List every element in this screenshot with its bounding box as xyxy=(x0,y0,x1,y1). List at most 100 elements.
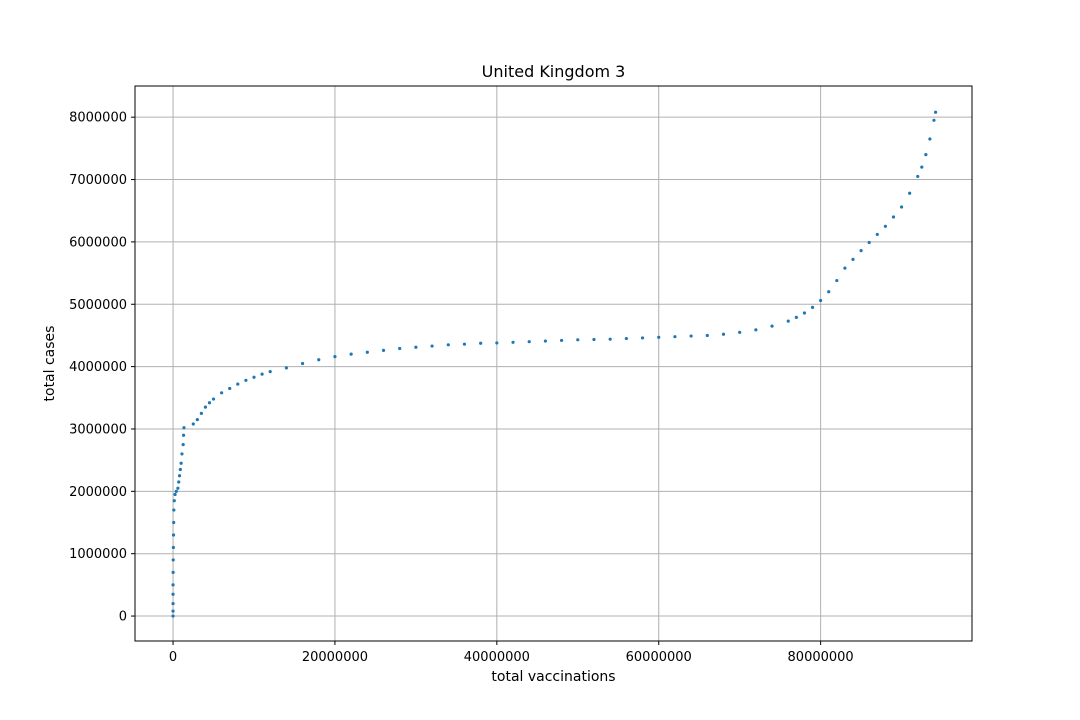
data-point xyxy=(738,330,742,334)
y-tick-label: 8000000 xyxy=(69,111,127,126)
data-point xyxy=(835,278,839,283)
data-point xyxy=(875,232,879,237)
data-point xyxy=(908,191,912,195)
data-point xyxy=(920,165,924,169)
data-point xyxy=(181,433,186,437)
data-point xyxy=(640,336,645,340)
data-point xyxy=(657,335,661,339)
data-point xyxy=(178,467,182,472)
data-point xyxy=(899,205,904,209)
y-axis-title: total cases xyxy=(42,326,58,402)
data-point xyxy=(932,118,936,122)
data-point xyxy=(398,346,402,351)
data-point xyxy=(430,344,434,348)
data-point xyxy=(867,240,871,245)
data-point xyxy=(916,174,920,179)
data-point xyxy=(176,486,180,490)
data-point xyxy=(527,340,531,344)
data-point xyxy=(559,338,564,343)
y-tick-label: 2000000 xyxy=(69,485,127,500)
data-point xyxy=(203,405,208,409)
data-point xyxy=(195,418,199,422)
data-point xyxy=(284,366,288,370)
x-tick-label: 0 xyxy=(169,650,177,665)
data-point xyxy=(171,601,175,606)
data-points xyxy=(171,110,938,618)
data-point xyxy=(171,614,175,618)
data-point xyxy=(228,386,232,391)
data-point xyxy=(794,315,798,319)
data-point xyxy=(786,319,790,323)
data-point xyxy=(705,333,709,338)
data-point xyxy=(182,426,186,430)
data-point xyxy=(171,592,175,596)
data-point xyxy=(843,266,847,270)
data-point xyxy=(827,290,831,294)
data-point xyxy=(365,350,369,354)
data-point xyxy=(933,110,938,114)
data-point xyxy=(177,474,182,478)
data-point xyxy=(207,401,212,405)
data-point xyxy=(174,489,178,493)
data-point xyxy=(608,337,612,341)
plot-frame xyxy=(134,85,973,642)
data-point xyxy=(171,609,175,613)
y-tick-label: 5000000 xyxy=(69,298,127,313)
x-tick-label: 60000000 xyxy=(626,650,692,665)
y-tick-label: 0 xyxy=(119,610,127,625)
chart-title: United Kingdom 3 xyxy=(482,62,626,81)
data-point xyxy=(414,345,418,349)
data-point xyxy=(191,422,195,426)
data-point xyxy=(511,340,515,344)
data-point xyxy=(446,343,450,347)
data-point xyxy=(220,391,224,395)
data-point xyxy=(891,215,896,219)
data-point xyxy=(260,372,264,376)
data-point xyxy=(211,397,216,401)
data-point xyxy=(689,334,693,338)
data-point xyxy=(244,378,248,382)
data-point xyxy=(171,558,175,562)
axis-ticks: 0 20000000 40000000 60000000 80000000 0 100000… xyxy=(69,111,854,665)
data-point xyxy=(543,339,548,343)
data-point xyxy=(810,305,815,309)
data-point xyxy=(172,499,176,503)
data-point xyxy=(349,352,353,356)
data-point xyxy=(924,152,928,157)
y-tick-label: 4000000 xyxy=(69,360,127,375)
x-axis-title: total vaccinations xyxy=(491,669,615,685)
y-tick-label: 1000000 xyxy=(69,547,127,562)
data-point xyxy=(819,298,823,303)
data-point xyxy=(268,370,272,374)
y-tick-label: 6000000 xyxy=(69,235,127,250)
data-point xyxy=(462,342,467,346)
data-point xyxy=(179,461,183,465)
data-point xyxy=(381,348,386,353)
data-point xyxy=(171,583,175,587)
data-point xyxy=(300,361,305,366)
data-point xyxy=(173,492,177,497)
data-point xyxy=(317,358,321,362)
data-point xyxy=(171,570,175,575)
x-tick-label: 80000000 xyxy=(788,650,854,665)
data-point xyxy=(802,311,807,315)
data-point xyxy=(770,324,774,328)
data-point xyxy=(199,411,203,415)
data-point xyxy=(181,442,185,447)
data-point xyxy=(592,337,596,342)
data-point xyxy=(721,332,726,336)
data-point xyxy=(172,520,176,525)
data-point xyxy=(859,249,863,253)
data-point xyxy=(479,341,483,345)
data-point xyxy=(171,545,175,550)
data-point xyxy=(236,382,240,386)
data-point xyxy=(177,480,181,484)
data-point xyxy=(171,533,176,537)
y-tick-label: 7000000 xyxy=(69,173,127,188)
data-point xyxy=(851,257,855,261)
data-point xyxy=(180,452,184,456)
data-point xyxy=(252,375,256,379)
data-point xyxy=(333,355,337,359)
y-tick-label: 3000000 xyxy=(69,422,127,437)
